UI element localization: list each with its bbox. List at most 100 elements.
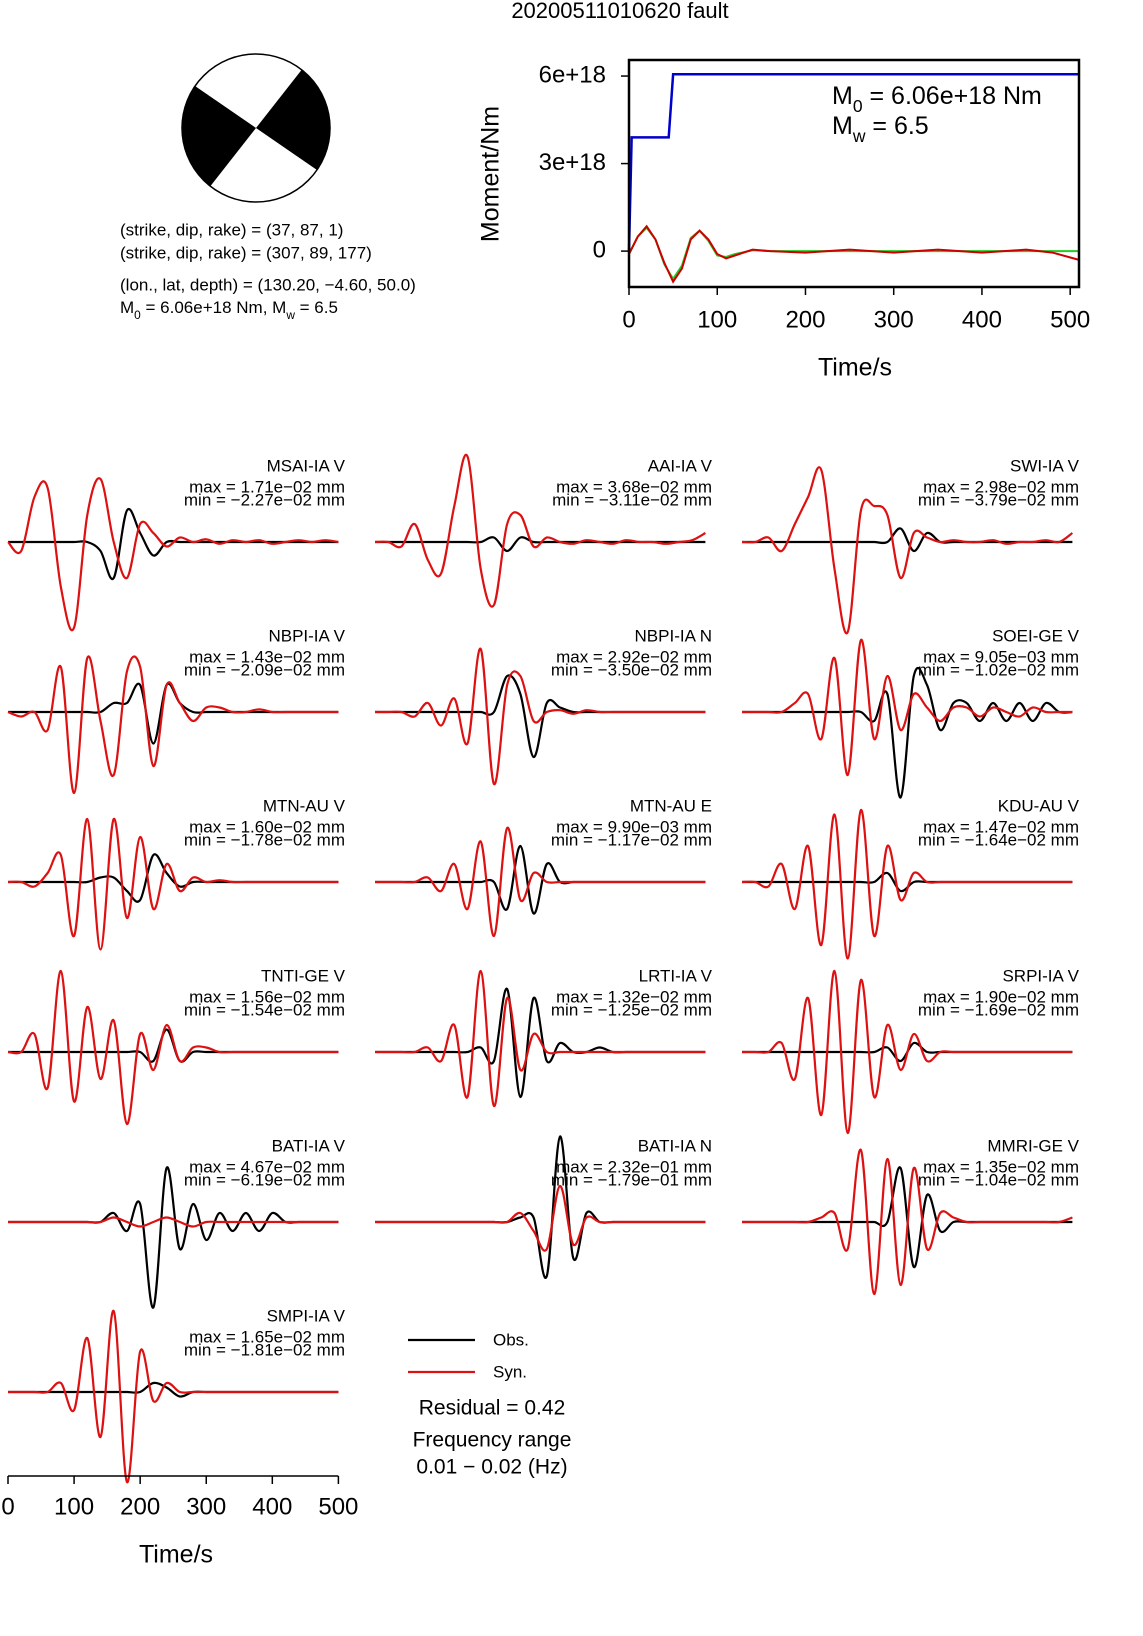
obs-trace xyxy=(742,667,1073,799)
legend-label: Obs. xyxy=(493,1330,529,1349)
moment-series xyxy=(628,224,1080,284)
syn-trace xyxy=(375,647,706,786)
x-tick-label: 500 xyxy=(318,1493,358,1520)
plot-frame xyxy=(627,58,1081,289)
obs-trace xyxy=(375,844,706,915)
x-tick-label: 400 xyxy=(962,306,1002,333)
station-label: NBPI-IA V xyxy=(268,626,345,645)
y-tick-label: 3e+18 xyxy=(539,149,606,176)
x-tick-label: 200 xyxy=(120,1493,160,1520)
syn-trace xyxy=(375,1184,706,1252)
station-label: MTN-AU E xyxy=(630,796,712,815)
compressional-quadrant xyxy=(182,86,256,186)
station-label: TNTI-GE V xyxy=(261,966,346,985)
max-label: max = 9.90e−03 mm xyxy=(556,817,712,836)
obs-trace xyxy=(8,1028,339,1063)
text-part: M xyxy=(832,112,853,140)
station-label: MSAI-IA V xyxy=(267,456,346,475)
frequency-range: 0.01 − 0.02 (Hz) xyxy=(416,1456,567,1479)
text-part: = 6.06e+18 Nm xyxy=(863,82,1042,110)
x-tick-label: 100 xyxy=(54,1493,94,1520)
max-label: max = 9.05e−03 mm xyxy=(923,647,1079,666)
syn-trace xyxy=(375,969,706,1108)
max-label: max = 1.47e−02 mm xyxy=(923,817,1079,836)
station-label: SWI-IA V xyxy=(1010,456,1080,475)
frequency-title: Frequency range xyxy=(413,1429,572,1452)
y-tick-label: 0 xyxy=(593,236,606,263)
y-tick-label: 6e+18 xyxy=(539,61,606,88)
syn-trace xyxy=(7,477,339,632)
moment-series xyxy=(627,73,1079,252)
subscript: 0 xyxy=(853,96,863,116)
min-label: min = −1.54e−02 mm xyxy=(184,1000,345,1019)
max-label: max = 2.92e−02 mm xyxy=(556,647,712,666)
x-tick-label: 300 xyxy=(874,306,914,333)
obs-trace xyxy=(8,682,339,745)
min-label: min = −1.79e−01 mm xyxy=(551,1170,712,1189)
min-label: min = −6.19e−02 mm xyxy=(184,1170,345,1189)
subscript: w xyxy=(852,126,866,146)
max-label: max = 1.65e−02 mm xyxy=(189,1327,345,1346)
residual: Residual = 0.42 xyxy=(419,1397,566,1420)
x-tick-label: 400 xyxy=(252,1493,292,1520)
station-label: KDU-AU V xyxy=(998,796,1080,815)
max-label: max = 1.56e−02 mm xyxy=(189,987,345,1006)
max-label: max = 1.90e−02 mm xyxy=(923,987,1079,1006)
min-label: min = −1.69e−02 mm xyxy=(918,1000,1079,1019)
syn-trace xyxy=(742,969,1073,1135)
station-label: NBPI-IA N xyxy=(635,626,712,645)
annotation: M0 = 6.06e+18 Nm xyxy=(832,82,1042,116)
min-label: min = −3.79e−02 mm xyxy=(918,490,1079,509)
compressional-quadrant xyxy=(256,70,330,170)
subscript: w xyxy=(285,308,295,322)
station-label: SRPI-IA V xyxy=(1002,966,1079,985)
max-label: max = 4.67e−02 mm xyxy=(189,1157,345,1176)
syn-trace xyxy=(375,826,706,938)
syn-trace xyxy=(374,453,706,608)
station-label: MMRI-GE V xyxy=(987,1136,1079,1155)
station-label: LRTI-IA V xyxy=(639,966,713,985)
syn-trace xyxy=(742,638,1073,777)
station-label: SOEI-GE V xyxy=(992,626,1080,645)
x-tick-label: 500 xyxy=(1050,306,1090,333)
x-tick-label: 0 xyxy=(622,306,635,333)
text-part: = 6.5 xyxy=(295,298,338,317)
station-label: AAI-IA V xyxy=(648,456,713,475)
subscript: 0 xyxy=(134,308,141,322)
syn-trace xyxy=(7,969,339,1126)
max-label: max = 1.60e−02 mm xyxy=(189,817,345,836)
y-axis-label: Moment/Nm xyxy=(477,106,505,242)
syn-trace xyxy=(741,466,1074,635)
syn-trace xyxy=(7,655,339,795)
min-label: min = −1.25e−02 mm xyxy=(551,1000,712,1019)
min-label: min = −1.02e−02 mm xyxy=(918,660,1079,679)
x-tick-label: 200 xyxy=(785,306,825,333)
min-label: min = −1.64e−02 mm xyxy=(918,830,1079,849)
syn-trace xyxy=(7,817,339,951)
moment-series xyxy=(628,226,1079,281)
syn-trace xyxy=(742,1148,1073,1296)
text-part: M xyxy=(832,82,853,110)
x-axis-label: Time/s xyxy=(139,1541,213,1569)
max-label: max = 1.43e−02 mm xyxy=(189,647,345,666)
max-label: max = 2.98e−02 mm xyxy=(923,477,1079,496)
max-label: max = 1.35e−02 mm xyxy=(923,1157,1079,1176)
min-label: min = −1.81e−02 mm xyxy=(184,1340,345,1359)
x-tick-label: 100 xyxy=(697,306,737,333)
beach-ball xyxy=(181,53,331,203)
nodal-plane: (strike, dip, rake) = (37, 87, 1) xyxy=(120,220,343,239)
syn-trace xyxy=(741,808,1073,960)
max-label: max = 1.32e−02 mm xyxy=(556,987,712,1006)
min-label: min = −2.27e−02 mm xyxy=(184,490,345,509)
max-label: max = 2.32e−01 mm xyxy=(556,1157,712,1176)
min-label: min = −1.78e−02 mm xyxy=(184,830,345,849)
max-label: max = 3.68e−02 mm xyxy=(556,477,712,496)
location: (lon., lat, depth) = (130.20, −4.60, 50.… xyxy=(120,275,416,294)
text-part: = 6.06e+18 Nm, M xyxy=(141,298,287,317)
figure-title: 20200511010620 fault xyxy=(511,0,728,23)
max-label: max = 1.71e−02 mm xyxy=(189,477,345,496)
station-label: BATI-IA N xyxy=(638,1136,712,1155)
legend-label: Syn. xyxy=(493,1362,527,1381)
